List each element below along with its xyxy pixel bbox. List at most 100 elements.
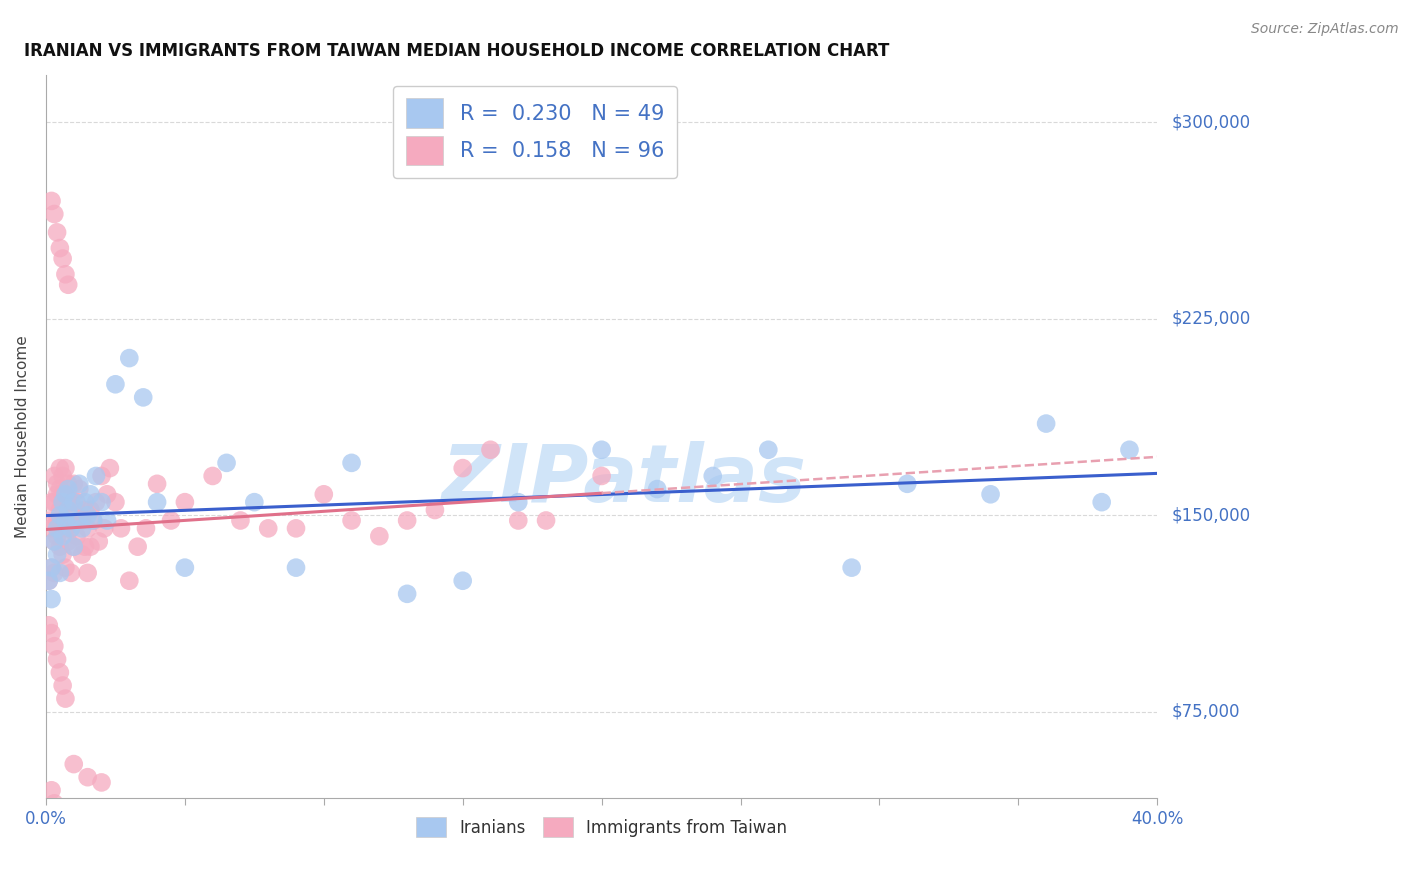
Point: [67, 476, 90, 491]
Point: [285, 560, 308, 574]
Point: [82, 514, 104, 528]
Point: [52, 487, 75, 501]
Point: [96, 487, 118, 501]
Point: [312, 487, 335, 501]
Point: [65, 514, 87, 528]
Point: [84, 495, 107, 509]
Text: Source: ZipAtlas.com: Source: ZipAtlas.com: [1251, 22, 1399, 37]
Text: $150,000: $150,000: [1171, 507, 1250, 524]
Point: [702, 469, 724, 483]
Point: [58, 277, 80, 292]
Point: [38, 574, 60, 588]
Point: [756, 442, 779, 457]
Point: [58, 503, 80, 517]
Point: [46, 529, 69, 543]
Point: [591, 442, 613, 457]
Point: [79, 503, 101, 517]
Text: $75,000: $75,000: [1171, 703, 1240, 721]
Point: [65, 495, 87, 509]
Point: [46, 548, 69, 562]
Point: [46, 809, 69, 823]
Point: [55, 461, 77, 475]
Point: [76, 566, 98, 580]
Point: [76, 508, 98, 523]
Point: [49, 482, 72, 496]
Point: [52, 252, 75, 266]
Point: [67, 482, 90, 496]
Y-axis label: Median Household Income: Median Household Income: [15, 335, 30, 538]
Point: [257, 521, 280, 535]
Point: [118, 574, 141, 588]
Point: [41, 560, 63, 574]
Point: [52, 469, 75, 483]
Point: [82, 514, 104, 528]
Point: [49, 241, 72, 255]
Point: [46, 487, 69, 501]
Point: [67, 514, 90, 528]
Text: $300,000: $300,000: [1171, 113, 1250, 131]
Point: [98, 461, 121, 475]
Point: [73, 540, 96, 554]
Point: [980, 487, 1002, 501]
Point: [59, 566, 82, 580]
Point: [55, 267, 77, 281]
Point: [46, 521, 69, 535]
Point: [104, 377, 127, 392]
Point: [173, 560, 195, 574]
Point: [38, 514, 60, 528]
Point: [73, 495, 96, 509]
Point: [508, 514, 530, 528]
Point: [93, 521, 115, 535]
Point: [44, 639, 66, 653]
Point: [70, 521, 93, 535]
Point: [55, 560, 77, 574]
Point: [285, 521, 308, 535]
Point: [87, 534, 110, 549]
Point: [49, 540, 72, 554]
Point: [1091, 495, 1114, 509]
Text: IRANIAN VS IMMIGRANTS FROM TAIWAN MEDIAN HOUSEHOLD INCOME CORRELATION CHART: IRANIAN VS IMMIGRANTS FROM TAIWAN MEDIAN…: [24, 42, 889, 60]
Point: [110, 521, 132, 535]
Point: [340, 456, 363, 470]
Point: [58, 482, 80, 496]
Point: [173, 495, 195, 509]
Point: [44, 797, 66, 811]
Point: [44, 469, 66, 483]
Point: [52, 495, 75, 509]
Point: [76, 770, 98, 784]
Point: [38, 618, 60, 632]
Point: [41, 592, 63, 607]
Point: [451, 461, 474, 475]
Point: [1118, 442, 1140, 457]
Point: [423, 503, 446, 517]
Point: [1035, 417, 1057, 431]
Point: [46, 225, 69, 239]
Point: [79, 540, 101, 554]
Text: $225,000: $225,000: [1171, 310, 1250, 327]
Point: [41, 521, 63, 535]
Point: [76, 521, 98, 535]
Point: [59, 495, 82, 509]
Point: [96, 514, 118, 528]
Point: [62, 476, 84, 491]
Point: [62, 495, 84, 509]
Point: [62, 540, 84, 554]
Point: [215, 456, 238, 470]
Point: [44, 534, 66, 549]
Point: [41, 560, 63, 574]
Point: [55, 691, 77, 706]
Point: [243, 495, 266, 509]
Point: [49, 508, 72, 523]
Point: [59, 521, 82, 535]
Point: [52, 529, 75, 543]
Point: [44, 495, 66, 509]
Point: [70, 514, 93, 528]
Point: [508, 495, 530, 509]
Point: [52, 679, 75, 693]
Point: [41, 194, 63, 208]
Point: [49, 461, 72, 475]
Point: [55, 487, 77, 501]
Point: [38, 574, 60, 588]
Point: [62, 508, 84, 523]
Point: [146, 476, 169, 491]
